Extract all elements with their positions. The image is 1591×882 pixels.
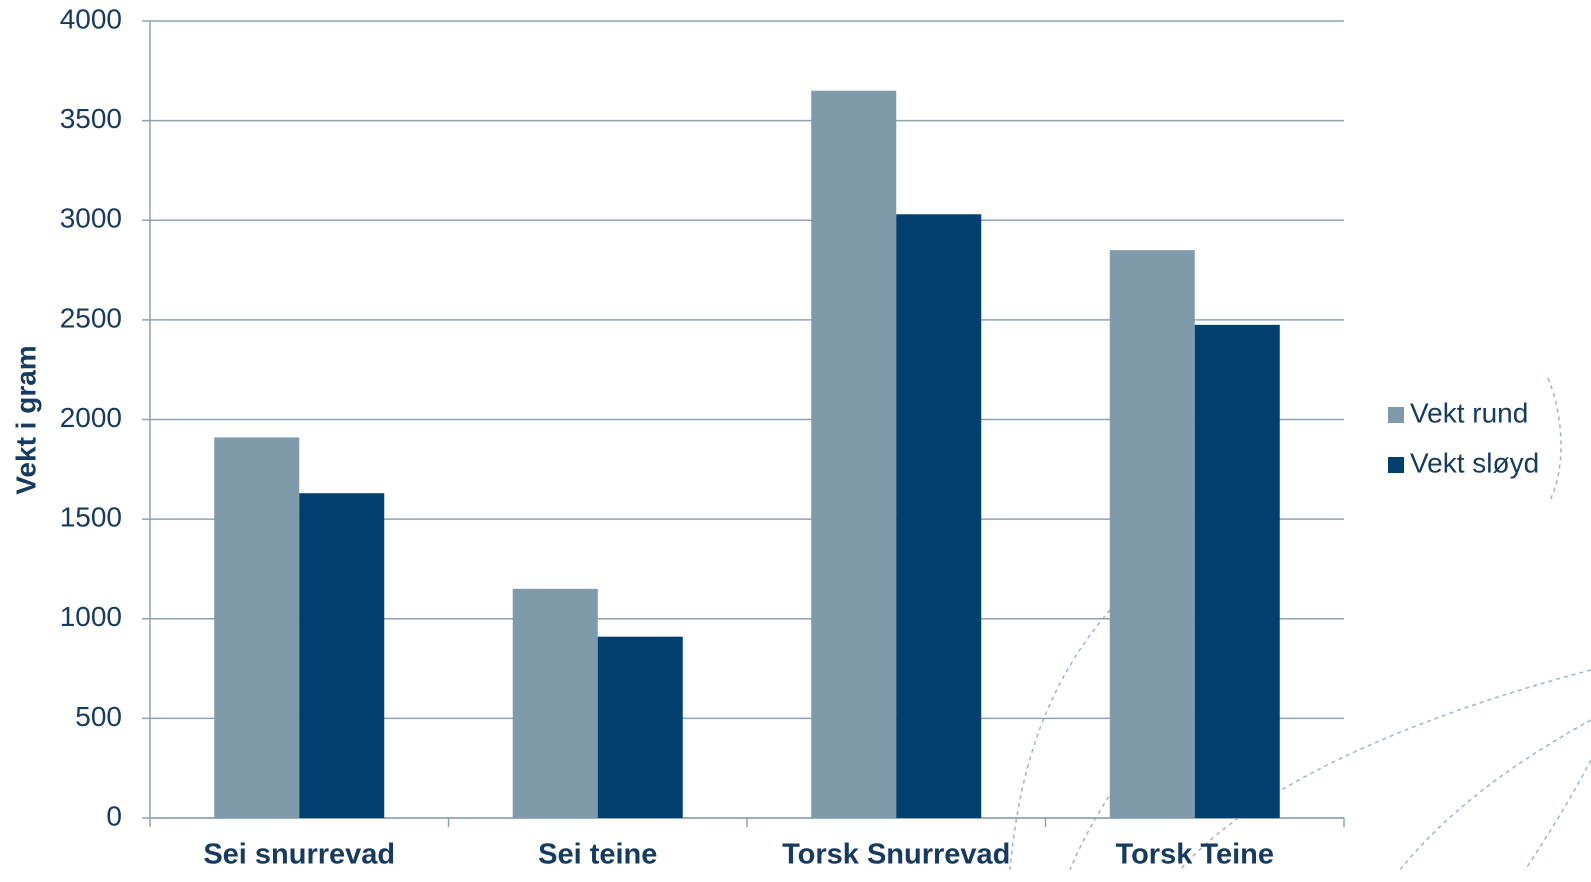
y-tick-label: 4000 [60,3,122,34]
x-tick-label: Torsk Teine [1116,839,1274,871]
bar [1194,324,1280,818]
y-tick-label: 1000 [60,601,122,632]
bar [214,437,300,818]
bar [896,214,982,818]
bar [811,90,897,819]
bar [597,636,683,818]
y-tick-label: 0 [106,800,122,831]
legend-label: Vekt sløyd [1410,447,1539,478]
x-tick-label: Sei teine [538,839,657,871]
legend-swatch [1388,407,1404,423]
legend-label: Vekt rund [1410,397,1528,428]
y-tick-label: 1500 [60,502,122,533]
y-axis-label: Vekt i gram [10,345,41,494]
y-tick-label: 3000 [60,203,122,234]
bar [512,588,598,818]
bar [1109,250,1195,818]
y-tick-label: 3500 [60,103,122,134]
legend-swatch [1388,457,1404,473]
bar [299,493,385,818]
x-tick-label: Sei snurrevad [203,839,395,871]
y-tick-label: 2500 [60,302,122,333]
y-tick-label: 500 [75,701,122,732]
decoration [1009,377,1591,871]
y-tick-label: 2000 [60,402,122,433]
x-tick-label: Torsk Snurrevad [782,839,1010,871]
